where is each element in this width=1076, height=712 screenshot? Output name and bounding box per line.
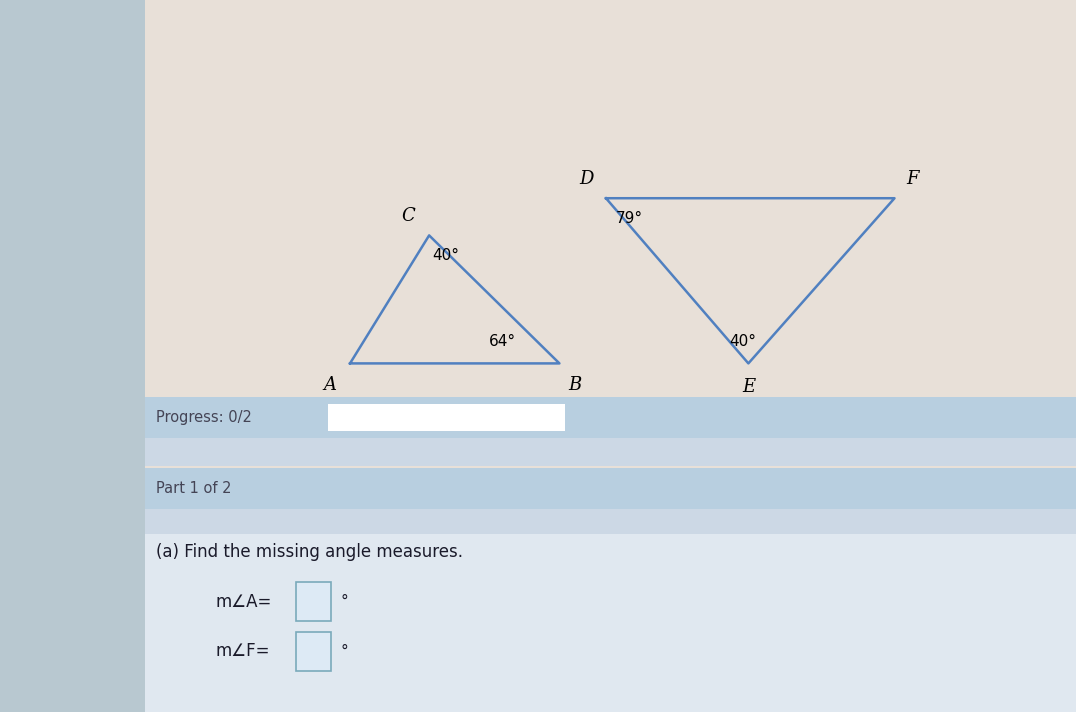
Bar: [145, 0, 1076, 413]
Bar: [145, 397, 1076, 438]
Text: E: E: [741, 378, 755, 396]
Text: °: °: [340, 594, 348, 609]
Bar: [0, 0, 145, 712]
Text: m∠A=: m∠A=: [215, 592, 271, 611]
Text: (a) Find the missing angle measures.: (a) Find the missing angle measures.: [156, 543, 463, 561]
Text: °: °: [340, 644, 348, 659]
Text: 40°: 40°: [728, 334, 755, 349]
Bar: [145, 509, 1076, 534]
Bar: [145, 438, 1076, 466]
Text: m∠F=: m∠F=: [215, 642, 270, 661]
Bar: [328, 404, 565, 431]
Text: Part 1 of 2: Part 1 of 2: [156, 481, 231, 496]
Text: Progress: 0/2: Progress: 0/2: [156, 409, 252, 425]
Text: F: F: [907, 170, 919, 188]
Bar: [145, 534, 1076, 712]
Text: D: D: [580, 170, 594, 188]
Text: C: C: [401, 207, 415, 225]
Text: 79°: 79°: [615, 211, 642, 226]
Bar: [145, 468, 1076, 509]
Text: B: B: [569, 376, 582, 394]
Text: 40°: 40°: [431, 248, 459, 263]
Bar: [296, 582, 331, 621]
Bar: [296, 632, 331, 671]
Text: 64°: 64°: [489, 334, 515, 349]
Text: A: A: [323, 376, 336, 394]
